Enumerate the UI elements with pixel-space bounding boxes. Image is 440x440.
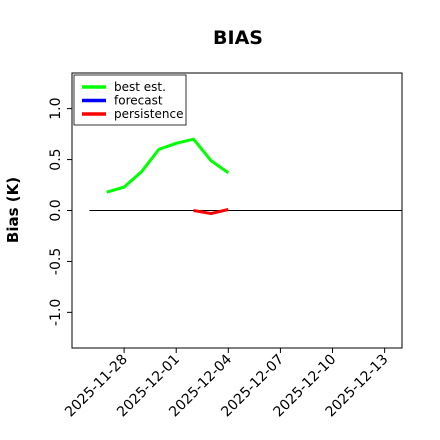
x-axis-ticks: 2025-11-282025-12-012025-12-042025-12-07… — [62, 348, 391, 420]
series-line-persistence — [193, 208, 229, 216]
y-tick-label: -1.0 — [48, 299, 64, 326]
y-axis-label: Bias (K) — [4, 177, 22, 243]
series-line-best-est- — [106, 137, 230, 194]
legend-label: persistence — [114, 107, 183, 121]
chart-title: BIAS — [213, 27, 263, 49]
y-tick-label: 1.0 — [48, 98, 64, 120]
y-tick-label: -0.5 — [48, 248, 64, 275]
legend-label: best est. — [114, 80, 166, 94]
y-tick-label: 0.0 — [48, 199, 64, 221]
y-tick-label: 0.5 — [48, 148, 64, 170]
plot-area — [89, 137, 402, 216]
legend-label: forecast — [114, 94, 163, 108]
y-axis-ticks: -1.0 -0.5 0.0 0.5 1.0 — [48, 98, 72, 326]
